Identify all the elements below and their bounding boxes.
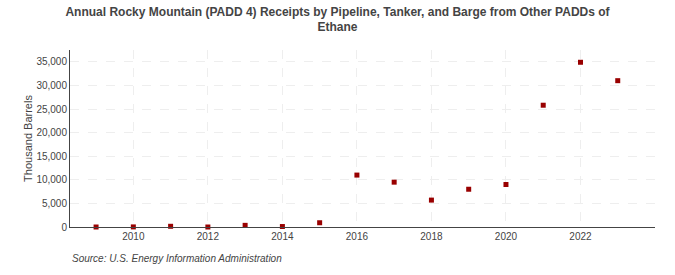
svg-text:10,000: 10,000: [36, 174, 67, 185]
svg-text:Annual Rocky Mountain (PADD 4): Annual Rocky Mountain (PADD 4) Receipts …: [65, 5, 610, 35]
svg-text:25,000: 25,000: [36, 104, 67, 115]
svg-text:Source: U.S. Energy Informatio: Source: U.S. Energy Information Administ…: [72, 253, 282, 264]
svg-text:Thousand Barrels: Thousand Barrels: [22, 95, 34, 182]
svg-text:2014: 2014: [271, 231, 294, 242]
svg-text:15,000: 15,000: [36, 151, 67, 162]
svg-text:0: 0: [61, 222, 67, 233]
svg-text:2022: 2022: [569, 231, 592, 242]
svg-text:35,000: 35,000: [36, 56, 67, 67]
svg-text:30,000: 30,000: [36, 80, 67, 91]
svg-text:2016: 2016: [346, 231, 369, 242]
svg-text:2018: 2018: [420, 231, 443, 242]
svg-text:2020: 2020: [495, 231, 518, 242]
svg-text:20,000: 20,000: [36, 127, 67, 138]
svg-text:5,000: 5,000: [42, 198, 67, 209]
svg-text:2010: 2010: [122, 231, 145, 242]
svg-text:2012: 2012: [197, 231, 220, 242]
